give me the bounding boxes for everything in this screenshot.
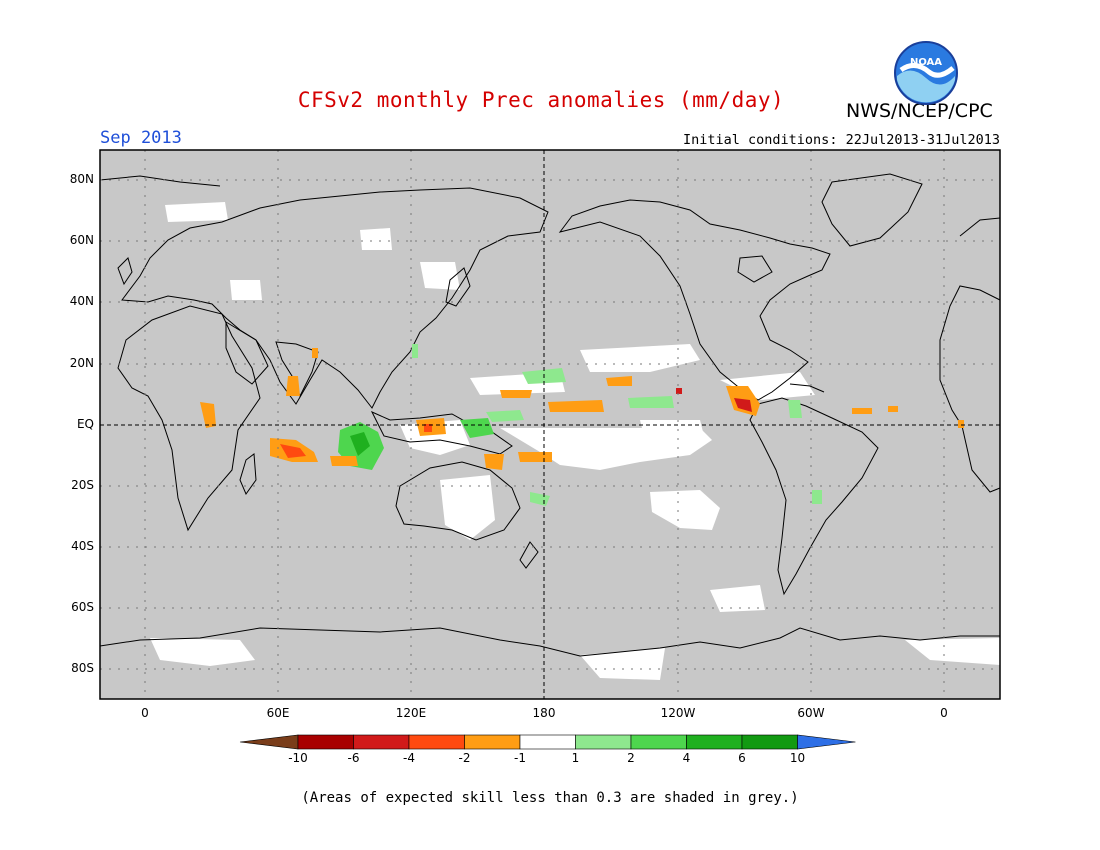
colorbar-segment [630,734,687,750]
lon-label: 60E [266,706,290,720]
lat-label: 60S [71,600,94,614]
lon-label: 0 [141,706,149,720]
lat-label: 20N [69,356,94,370]
colorbar-segment [575,734,632,750]
colorbar-segment [686,734,743,750]
colorbar-arrow-low [239,734,299,750]
colorbar-label: 6 [738,751,746,765]
colorbar-label: -1 [514,751,526,765]
colorbar-label: -4 [403,751,415,765]
footnote: (Areas of expected skill less than 0.3 a… [301,790,799,806]
colorbar-segment [519,734,576,750]
lat-label: EQ [76,417,94,431]
colorbar-label: -2 [459,751,471,765]
colorbar-label: 1 [572,751,580,765]
colorbar-label: 10 [790,751,805,765]
map-frame [99,149,1001,700]
lat-label: 40N [69,294,94,308]
colorbar-segment [741,734,798,750]
noaa-logo-text: NOAA [910,57,942,68]
forecast-month: Sep 2013 [100,128,182,148]
lat-label: 60N [69,233,94,247]
colorbar-segment [464,734,521,750]
coastlines [99,173,1001,657]
chart-title: CFSv2 monthly Prec anomalies (mm/day) [297,88,785,112]
map-panel [99,149,1001,700]
colorbar-label: -6 [348,751,360,765]
noaa-logo: NOAA [894,41,958,105]
graticule [100,150,1000,699]
colorbar-label: 2 [627,751,635,765]
colorbar-segment [408,734,465,750]
agency-label: NWS/NCEP/CPC [846,100,993,122]
near-zero-anomaly-regions [150,202,1000,680]
lon-label: 120W [660,706,696,720]
colorbar-segment [353,734,410,750]
lon-label: 60W [797,706,825,720]
lon-label: 0 [940,706,948,720]
lon-label: 180 [532,706,556,720]
lat-label: 80S [71,661,94,675]
colorbar-label: -10 [288,751,308,765]
colorbar: -10 -6 -4 -2 -1 1 2 4 6 10 [239,734,856,765]
lat-label: 80N [69,172,94,186]
colorbar-label: 4 [683,751,691,765]
colorbar-segment [297,734,354,750]
lon-label: 120E [395,706,427,720]
initial-conditions: Initial conditions: 22Jul2013-31Jul2013 [683,132,1000,148]
lat-label: 20S [71,478,94,492]
colorbar-arrow-high [797,734,856,750]
lat-label: 40S [71,539,94,553]
